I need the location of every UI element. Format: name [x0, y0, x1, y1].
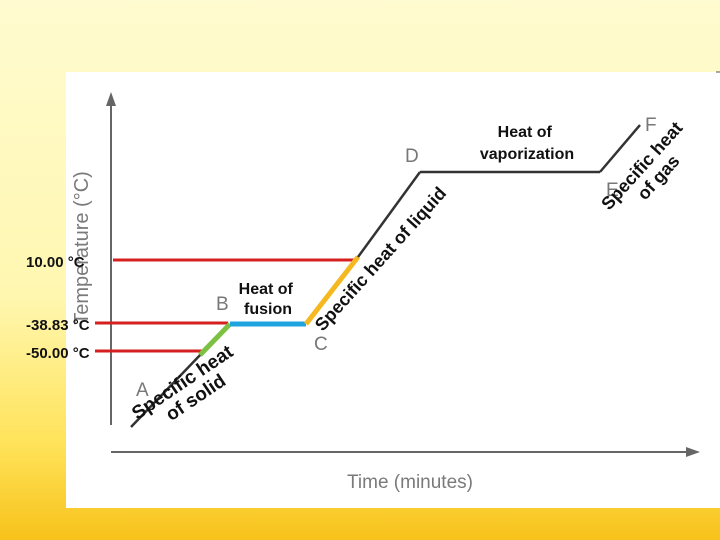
chart-panel	[66, 72, 720, 508]
vaporization-line-2: vaporization	[480, 146, 574, 163]
temp-label-minus-38: -38.83 °C	[26, 317, 90, 334]
point-c: C	[314, 334, 328, 355]
curve-liquid-black	[356, 171, 422, 258]
temp-label-10: 10.00 °C	[26, 254, 85, 271]
heat-of-fusion-label: Heat of fusion	[239, 281, 298, 318]
point-a: A	[136, 380, 149, 401]
y-axis-label: Temperature (°C)	[71, 171, 93, 325]
curve-gas	[599, 124, 641, 173]
curve-liquid-yellow	[304, 255, 360, 326]
x-axis-label: Time (minutes)	[347, 472, 473, 493]
fusion-line-2: fusion	[244, 301, 292, 318]
vaporization-line-1: Heat of	[498, 124, 553, 141]
y-axis-arrow	[106, 92, 116, 106]
curve-solid-black	[130, 351, 204, 428]
point-d: D	[405, 146, 419, 167]
point-f: F	[645, 115, 657, 136]
point-e: E	[606, 180, 619, 201]
temp-label-minus-50: -50.00 °C	[26, 345, 90, 362]
fusion-line-1: Heat of	[239, 281, 294, 298]
x-axis-arrow	[686, 447, 700, 457]
point-b: B	[216, 294, 229, 315]
curve-solid-green	[198, 322, 232, 357]
heat-of-vaporization-label: Heat of vaporization	[480, 124, 574, 163]
